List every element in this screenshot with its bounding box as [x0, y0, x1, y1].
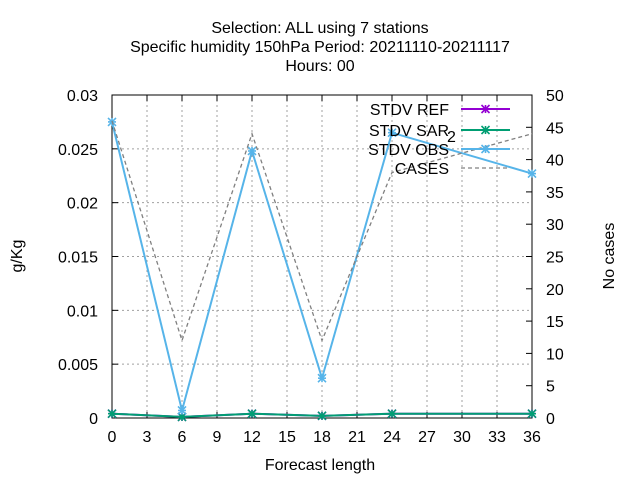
legend-entry: STDV OBS — [368, 142, 510, 159]
legend-subscript: 2 — [447, 129, 456, 146]
y2-tick-label: 30 — [546, 217, 564, 234]
x-tick-label: 9 — [213, 429, 222, 446]
x-tick-label: 18 — [313, 429, 331, 446]
series-stdv-sar — [107, 409, 537, 422]
data-point — [527, 409, 537, 419]
y2-tick-label: 40 — [546, 153, 564, 170]
y2-tick-label: 5 — [546, 379, 555, 396]
series-line — [111, 121, 533, 411]
x-tick-label: 36 — [523, 429, 541, 446]
y2-axis-ticks: 0 5 10 15 20 25 30 35 40 45 50 — [526, 88, 564, 428]
y2-tick-label: 50 — [546, 88, 564, 105]
x-tick-label: 0 — [108, 429, 117, 446]
y2-tick-label: 35 — [546, 185, 564, 202]
x-axis-label: Forecast length — [265, 457, 375, 474]
data-point — [247, 146, 257, 156]
y-tick-label: 0 — [89, 411, 98, 428]
x-tick-label: 12 — [243, 429, 261, 446]
x-tick-label: 33 — [488, 429, 506, 446]
data-point — [317, 373, 327, 383]
y-tick-label: 0.005 — [58, 357, 98, 374]
legend-label: STDV REF — [370, 102, 449, 119]
series-cases — [111, 120, 533, 343]
title-line-2: Specific humidity 150hPa Period: 2021111… — [130, 39, 510, 56]
y2-tick-label: 25 — [546, 250, 564, 267]
y2-tick-label: 0 — [546, 411, 555, 428]
series-lines — [107, 117, 537, 422]
x-tick-label: 6 — [178, 429, 187, 446]
x-tick-label: 27 — [418, 429, 436, 446]
y2-tick-label: 15 — [546, 314, 564, 331]
y2-axis-label: No cases — [601, 223, 618, 290]
series-line — [111, 412, 532, 418]
legend-entry: CASES — [395, 161, 510, 178]
data-point — [177, 405, 187, 416]
x-tick-label: 15 — [278, 429, 296, 446]
y2-tick-label: 20 — [546, 282, 564, 299]
data-point — [107, 409, 117, 419]
legend-marker — [480, 125, 491, 135]
legend-marker — [480, 144, 491, 154]
legend-label: STDV SAR — [369, 123, 449, 140]
data-point — [527, 169, 537, 179]
y2-tick-label: 45 — [546, 120, 564, 137]
x-tick-label: 3 — [143, 429, 152, 446]
title-line-3: Hours: 00 — [285, 58, 354, 75]
data-point — [387, 128, 397, 138]
y-axis-ticks: 0 0.005 0.01 0.015 0.02 0.025 0.03 — [58, 88, 118, 428]
title-line-1: Selection: ALL using 7 stations — [211, 20, 428, 37]
data-point — [317, 411, 327, 421]
legend-label: CASES — [395, 161, 449, 178]
x-tick-label: 21 — [348, 429, 366, 446]
data-point — [247, 409, 257, 419]
legend-label: STDV OBS — [368, 142, 449, 159]
legend-marker — [480, 104, 491, 114]
y-tick-label: 0.025 — [58, 142, 98, 159]
y-tick-label: 0.03 — [67, 88, 98, 105]
x-axis-ticks: 0 3 6 9 12 15 18 21 24 27 30 33 36 — [108, 95, 541, 446]
data-point — [387, 409, 397, 419]
series-line — [111, 120, 533, 343]
grid — [112, 95, 532, 418]
y2-tick-label: 10 — [546, 346, 564, 363]
y-axis-label: g/Kg — [9, 240, 26, 273]
x-tick-label: 24 — [383, 429, 401, 446]
legend-entry: STDV REF — [370, 102, 510, 119]
chart-title: Selection: ALL using 7 stations Specific… — [130, 20, 510, 75]
y-tick-label: 0.015 — [58, 250, 98, 267]
y-tick-label: 0.02 — [67, 196, 98, 213]
x-tick-label: 30 — [453, 429, 471, 446]
y-tick-label: 0.01 — [67, 303, 98, 320]
